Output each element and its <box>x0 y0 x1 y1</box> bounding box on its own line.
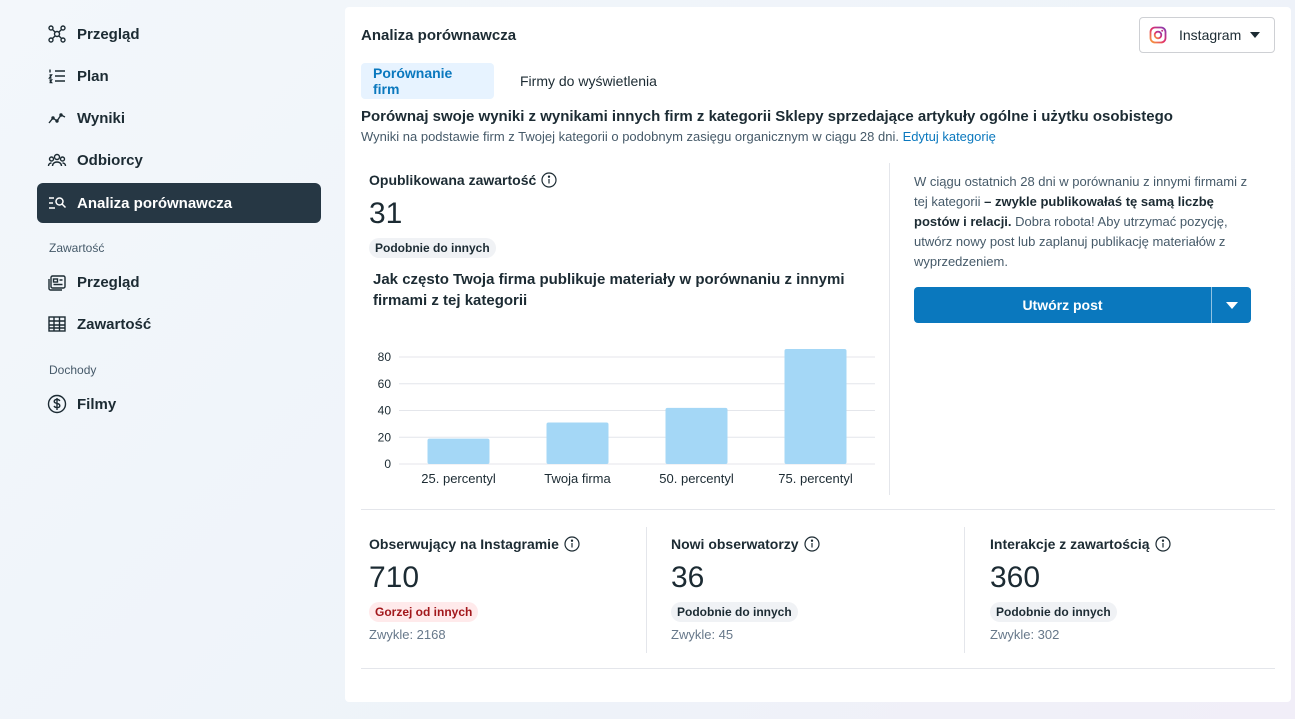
x-tick-label: Twoja firma <box>544 471 611 486</box>
comparison-headline: Porównaj swoje wyniki z wynikami innych … <box>361 108 1173 125</box>
dollar-icon <box>47 394 67 414</box>
divider <box>646 527 647 653</box>
people-icon <box>47 150 67 170</box>
divider <box>361 509 1275 510</box>
published-content-title: Opublikowana zawartość <box>369 172 557 188</box>
info-icon[interactable] <box>1154 536 1171 552</box>
sidebar-item-label: Odbiorcy <box>77 151 143 169</box>
trend-line-icon <box>47 108 67 128</box>
section-label-content: Zawartość <box>49 241 105 255</box>
sidebar-item-label: Plan <box>77 67 109 85</box>
sidebar-item-label: Przegląd <box>77 25 140 43</box>
edit-category-link[interactable]: Edytuj kategorię <box>902 129 996 144</box>
benchmark-summary: W ciągu ostatnich 28 dni w porównaniu z … <box>914 172 1259 272</box>
section-label-income: Dochody <box>49 363 97 377</box>
sidebar-item-videos[interactable]: Filmy <box>37 384 321 424</box>
metric-value: 360 <box>990 561 1041 594</box>
sidebar-item-content-overview[interactable]: Przegląd <box>37 262 321 302</box>
sidebar-item-overview[interactable]: Przegląd <box>37 14 321 54</box>
status-badge: Podobnie do innych <box>369 238 496 258</box>
metric-title-text: Nowi obserwatorzy <box>671 536 799 552</box>
summary-text: W ciągu ostatnich 28 dni w porównaniu z … <box>914 174 1248 209</box>
sidebar-item-plan[interactable]: Plan <box>37 56 321 96</box>
info-icon[interactable] <box>803 536 820 552</box>
table-icon <box>47 314 67 334</box>
sidebar-item-audience[interactable]: Odbiorcy <box>37 140 321 180</box>
sidebar-item-label: Wyniki <box>77 109 126 127</box>
tab-companies-to-view[interactable]: Firmy do wyświetlenia <box>520 73 657 89</box>
metric-title: Obserwujący na Instagramie <box>369 536 580 552</box>
content-overview-icon <box>47 272 67 292</box>
instagram-icon <box>1149 26 1167 44</box>
y-tick-label: 80 <box>378 350 392 364</box>
y-tick-label: 0 <box>384 457 391 471</box>
sidebar-item-benchmark[interactable]: Analiza porównawcza <box>37 183 321 223</box>
network-icon <box>47 24 67 44</box>
chevron-down-icon <box>1250 32 1260 38</box>
bar-chart: 0 20 40 60 80 25. percentyl Twoja firma 50. per… <box>378 348 875 486</box>
usual-value: Zwykle: 2168 <box>369 627 446 642</box>
sidebar-item-label: Zawartość <box>77 315 152 333</box>
page-title: Analiza porównawcza <box>361 27 517 44</box>
search-list-icon <box>47 193 67 213</box>
status-badge: Gorzej od innych <box>369 602 479 622</box>
metric-title: Interakcje z zawartością <box>990 536 1171 552</box>
x-tick-label: 25. percentyl <box>421 471 496 486</box>
metric-title-text: Interakcje z zawartością <box>990 536 1150 552</box>
usual-value: Zwykle: 302 <box>990 627 1060 642</box>
sidebar-item-label: Filmy <box>77 395 117 413</box>
subline-text: Wyniki na podstawie firm z Twojej katego… <box>361 129 899 144</box>
metric-value: 710 <box>369 561 420 594</box>
benchmark-card: Analiza porównawcza Instagram Porównanie… <box>345 7 1291 702</box>
y-tick-label: 60 <box>378 377 392 391</box>
usual-value: Zwykle: 45 <box>671 627 734 642</box>
chevron-down-icon <box>1225 301 1238 309</box>
platform-dropdown[interactable]: Instagram <box>1139 17 1275 53</box>
tab-company-comparison[interactable]: Porównanie firm <box>361 63 494 99</box>
sidebar-item-results[interactable]: Wyniki <box>37 98 321 138</box>
summary-text-2: Dobra robota! Aby utrzymać pozycję, utwó… <box>914 214 1228 269</box>
chart-bar[interactable] <box>546 422 609 464</box>
metric-title-text: Opublikowana zawartość <box>369 172 537 188</box>
y-tick-label: 40 <box>378 404 392 418</box>
sidebar-item-content[interactable]: Zawartość <box>37 304 321 344</box>
metric-title-text: Obserwujący na Instagramie <box>369 536 559 552</box>
info-icon[interactable] <box>564 536 580 552</box>
sidebar-item-label: Przegląd <box>77 273 140 291</box>
info-icon[interactable] <box>541 172 557 188</box>
chart-bar[interactable] <box>665 407 728 464</box>
summary-highlight: – zwykle publikowałaś tę samą liczbę pos… <box>914 194 1214 229</box>
divider <box>964 527 965 653</box>
create-post-label[interactable]: Utwórz post <box>1022 297 1103 313</box>
chart-bar[interactable] <box>427 438 490 464</box>
status-badge: Podobnie do innych <box>990 602 1117 622</box>
status-badge: Podobnie do innych <box>671 602 798 622</box>
y-tick-label: 20 <box>378 430 392 444</box>
comparison-subline: Wyniki na podstawie firm z Twojej katego… <box>361 129 996 144</box>
x-tick-label: 50. percentyl <box>659 471 734 486</box>
create-post-button[interactable]: Utwórz post <box>914 287 1251 323</box>
published-content-value: 31 <box>369 197 403 230</box>
sidebar: Przegląd Plan Wyniki Odbiorcy Analiza po… <box>0 0 335 719</box>
metric-value: 36 <box>671 561 705 594</box>
platform-label: Instagram <box>1179 27 1242 43</box>
create-post-dropdown[interactable] <box>1211 287 1251 323</box>
chart-bar[interactable] <box>784 348 847 464</box>
x-tick-label: 75. percentyl <box>778 471 853 486</box>
chart-title: Jak często Twoja firma publikuje materia… <box>373 271 845 309</box>
divider <box>889 163 890 495</box>
numbered-list-icon <box>47 66 67 86</box>
metric-title: Nowi obserwatorzy <box>671 536 820 552</box>
sidebar-item-label: Analiza porównawcza <box>77 194 233 212</box>
divider <box>361 668 1275 669</box>
